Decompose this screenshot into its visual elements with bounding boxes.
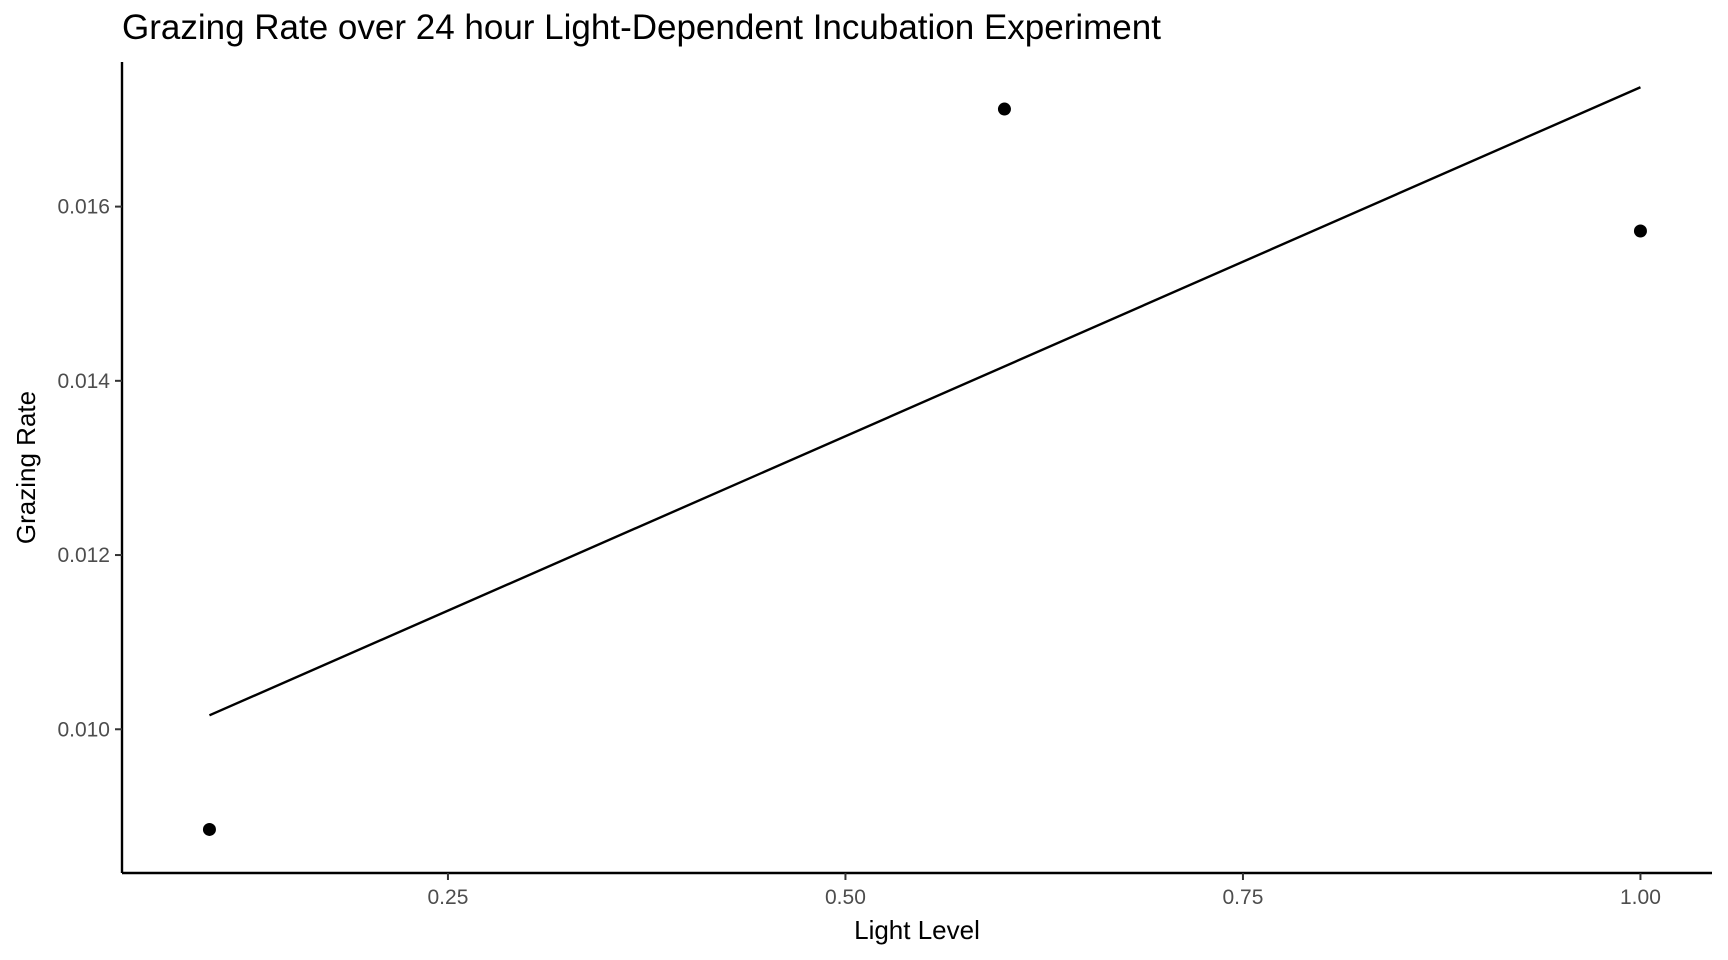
data-point: [202, 822, 216, 836]
x-axis-ticks: 0.25 0.50 0.75 1.00: [428, 873, 1661, 909]
y-tick-label: 0.014: [57, 370, 110, 393]
data-point: [1633, 224, 1647, 238]
data-point: [997, 102, 1011, 116]
fit-line: [208, 86, 1641, 717]
x-tick-label: 0.50: [825, 886, 866, 909]
fit-line-group: [208, 86, 1641, 717]
x-tick-label: 0.75: [1223, 886, 1264, 909]
x-tick-label: 0.25: [428, 886, 469, 909]
y-axis-ticks: 0.010 0.012 0.014 0.016: [57, 196, 122, 741]
y-tick-label: 0.010: [57, 718, 110, 741]
y-tick-label: 0.016: [57, 196, 110, 219]
y-axis-title: Grazing Rate: [11, 391, 41, 544]
chart-title: Grazing Rate over 24 hour Light-Dependen…: [122, 8, 1161, 47]
axes: [120, 62, 1712, 875]
y-tick-label: 0.012: [57, 544, 110, 567]
x-axis-title: Light Level: [854, 915, 980, 945]
data-points: [202, 102, 1647, 836]
x-tick-label: 1.00: [1620, 886, 1661, 909]
